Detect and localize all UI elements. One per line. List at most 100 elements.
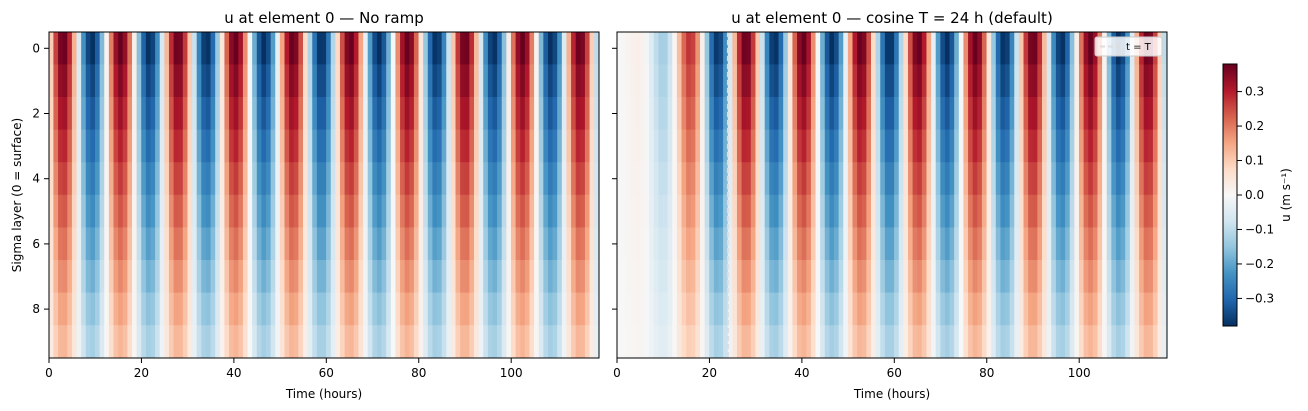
heatmap-cell	[293, 162, 299, 196]
heatmap-cell	[1102, 292, 1108, 326]
heatmap-cell	[155, 227, 161, 261]
heatmap-cell	[972, 194, 978, 228]
heatmap-cell	[778, 227, 784, 261]
heatmap-cell	[321, 32, 327, 65]
heatmap-cell	[178, 292, 184, 326]
heatmap-cell	[1162, 227, 1167, 261]
heatmap-cell	[561, 32, 567, 65]
heatmap-cell	[986, 292, 992, 326]
heatmap-cell	[173, 64, 179, 98]
heatmap-cell	[561, 97, 567, 130]
heatmap-cell	[1092, 194, 1098, 228]
heatmap-cell	[275, 32, 281, 65]
heatmap-cell	[261, 325, 267, 358]
heatmap-cell	[210, 64, 216, 98]
heatmap-cell	[699, 194, 706, 228]
heatmap-cell	[736, 227, 742, 261]
heatmap-cell	[538, 162, 544, 196]
heatmap-cell	[155, 194, 161, 228]
heatmap-cell	[926, 162, 932, 196]
heatmap-cell	[529, 194, 535, 228]
heatmap-cell	[1055, 227, 1061, 261]
heatmap-cell	[621, 260, 627, 293]
heatmap-cell	[293, 194, 299, 228]
heatmap-cell	[723, 129, 729, 163]
colorbar-ticks: 0.30.20.10.0−0.1−0.2−0.3	[1237, 85, 1274, 305]
heatmap-cell	[330, 227, 336, 261]
heatmap-cell	[141, 129, 147, 163]
heatmap-cell	[792, 194, 798, 228]
heatmap-cell	[653, 194, 659, 228]
heatmap-cell	[991, 194, 997, 228]
heatmap-cell	[1129, 260, 1135, 293]
heatmap-cell	[1097, 162, 1103, 196]
heatmap-cell	[741, 129, 747, 163]
heatmap-cell	[164, 64, 170, 98]
heatmap-cell	[1125, 129, 1131, 163]
heatmap-cell	[644, 227, 650, 261]
heatmap-cell	[270, 32, 276, 65]
heatmap-cell	[400, 64, 406, 98]
heatmap-cell	[67, 129, 73, 163]
heatmap-cell	[372, 194, 378, 228]
heatmap-cell	[746, 64, 752, 98]
heatmap-cell	[658, 64, 664, 98]
heatmap-cell	[450, 32, 456, 65]
heatmap-cell	[122, 129, 128, 163]
heatmap-cell	[210, 227, 216, 261]
heatmap-cell	[1106, 227, 1112, 261]
heatmap-cell	[1042, 97, 1048, 130]
heatmap-cell	[884, 194, 890, 228]
heatmap-cell	[639, 194, 645, 228]
heatmap-cell	[736, 325, 742, 358]
heatmap-cell	[963, 194, 969, 228]
heatmap-cell	[515, 129, 521, 163]
heatmap-cell	[672, 227, 678, 261]
heatmap-cell	[529, 260, 535, 293]
heatmap-cell	[617, 129, 622, 163]
heatmap-cell	[926, 129, 932, 163]
heatmap-cell	[1009, 325, 1015, 358]
heatmap-cell	[432, 325, 438, 358]
heatmap-cell	[316, 194, 322, 228]
heatmap-cell	[871, 292, 877, 326]
heatmap-cell	[676, 194, 682, 228]
heatmap-cell	[852, 292, 858, 326]
heatmap-cell	[857, 64, 863, 98]
heatmap-cell	[275, 194, 281, 228]
heatmap-cell	[815, 64, 821, 98]
heatmap-cell	[201, 32, 207, 65]
heatmap-cell	[423, 32, 429, 65]
heatmap-cell	[534, 129, 540, 163]
heatmap-cell	[432, 162, 438, 196]
heatmap-cell	[524, 64, 530, 98]
heatmap-cell	[49, 129, 54, 163]
heatmap-cell	[432, 64, 438, 98]
heatmap-cell	[699, 129, 706, 163]
heatmap-cell	[871, 32, 877, 65]
heatmap-cell	[769, 227, 775, 261]
heatmap-cell	[229, 325, 235, 358]
heatmap-cell	[981, 162, 987, 196]
heatmap-cell	[312, 227, 318, 261]
heatmap-cell	[455, 194, 461, 228]
heatmap-cell	[907, 227, 913, 261]
heatmap-cell	[413, 162, 419, 196]
heatmap-cell	[903, 162, 909, 196]
heatmap-cell	[935, 292, 941, 326]
heatmap-cell	[534, 194, 540, 228]
heatmap-cell	[224, 325, 230, 358]
heatmap-cell	[450, 260, 456, 293]
heatmap-cell	[1037, 194, 1043, 228]
heatmap-cell	[76, 194, 82, 228]
heatmap-cell	[339, 292, 345, 326]
heatmap-cell	[557, 194, 563, 228]
heatmap-cell	[741, 32, 747, 65]
heatmap-cell	[108, 292, 114, 326]
heatmap-cell	[903, 260, 909, 293]
heatmap-cell	[1120, 194, 1126, 228]
heatmap-cell	[201, 162, 207, 196]
heatmap-cell	[589, 32, 595, 65]
heatmap-cell	[1157, 325, 1163, 358]
heatmap-cell	[1060, 129, 1066, 163]
